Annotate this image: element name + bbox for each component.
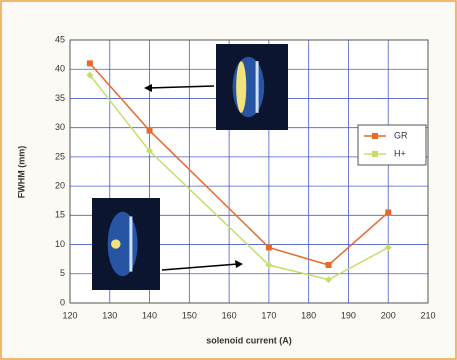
x-tick-label: 190 <box>341 310 356 320</box>
y-axis-label: FWHM (mm) <box>16 146 26 199</box>
y-tick-label: 20 <box>55 180 65 190</box>
x-tick-label: 200 <box>381 310 396 320</box>
legend-box <box>358 125 426 165</box>
legend-label: GR <box>394 130 408 140</box>
x-tick-label: 130 <box>102 310 117 320</box>
x-tick-label: 180 <box>301 310 316 320</box>
inset-core <box>111 239 121 248</box>
marker <box>266 244 272 250</box>
inset-stripe <box>129 216 132 271</box>
inset-core <box>236 61 246 113</box>
chart: FWHM (mm) solenoid current (A) 0 5 10 15 20 2… <box>0 0 457 360</box>
marker <box>87 60 93 66</box>
y-tick-label: 25 <box>55 151 65 161</box>
legend-marker <box>372 151 378 157</box>
legend-label: H+ <box>394 148 406 158</box>
marker <box>326 262 332 268</box>
marker <box>385 209 391 215</box>
y-tick-label: 0 <box>60 297 65 307</box>
x-tick-label: 170 <box>261 310 276 320</box>
legend-marker <box>372 133 378 139</box>
y-tick-label: 10 <box>55 239 65 249</box>
y-tick-label: 35 <box>55 93 65 103</box>
marker <box>147 128 153 134</box>
x-tick-label: 120 <box>62 310 77 320</box>
inset-stripe <box>256 61 259 113</box>
x-tick-label: 160 <box>222 310 237 320</box>
y-tick-label: 45 <box>55 34 65 44</box>
y-tick-label: 5 <box>60 268 65 278</box>
y-tick-label: 30 <box>55 122 65 132</box>
page: FWHM (mm) solenoid current (A) 0 5 10 15 20 2… <box>0 0 457 360</box>
x-tick-label: 150 <box>182 310 197 320</box>
y-tick-label: 40 <box>55 64 65 74</box>
x-tick-label: 210 <box>420 310 435 320</box>
y-tick-label: 15 <box>55 210 65 220</box>
x-tick-label: 140 <box>142 310 157 320</box>
x-axis-label: solenoid current (A) <box>206 335 292 345</box>
